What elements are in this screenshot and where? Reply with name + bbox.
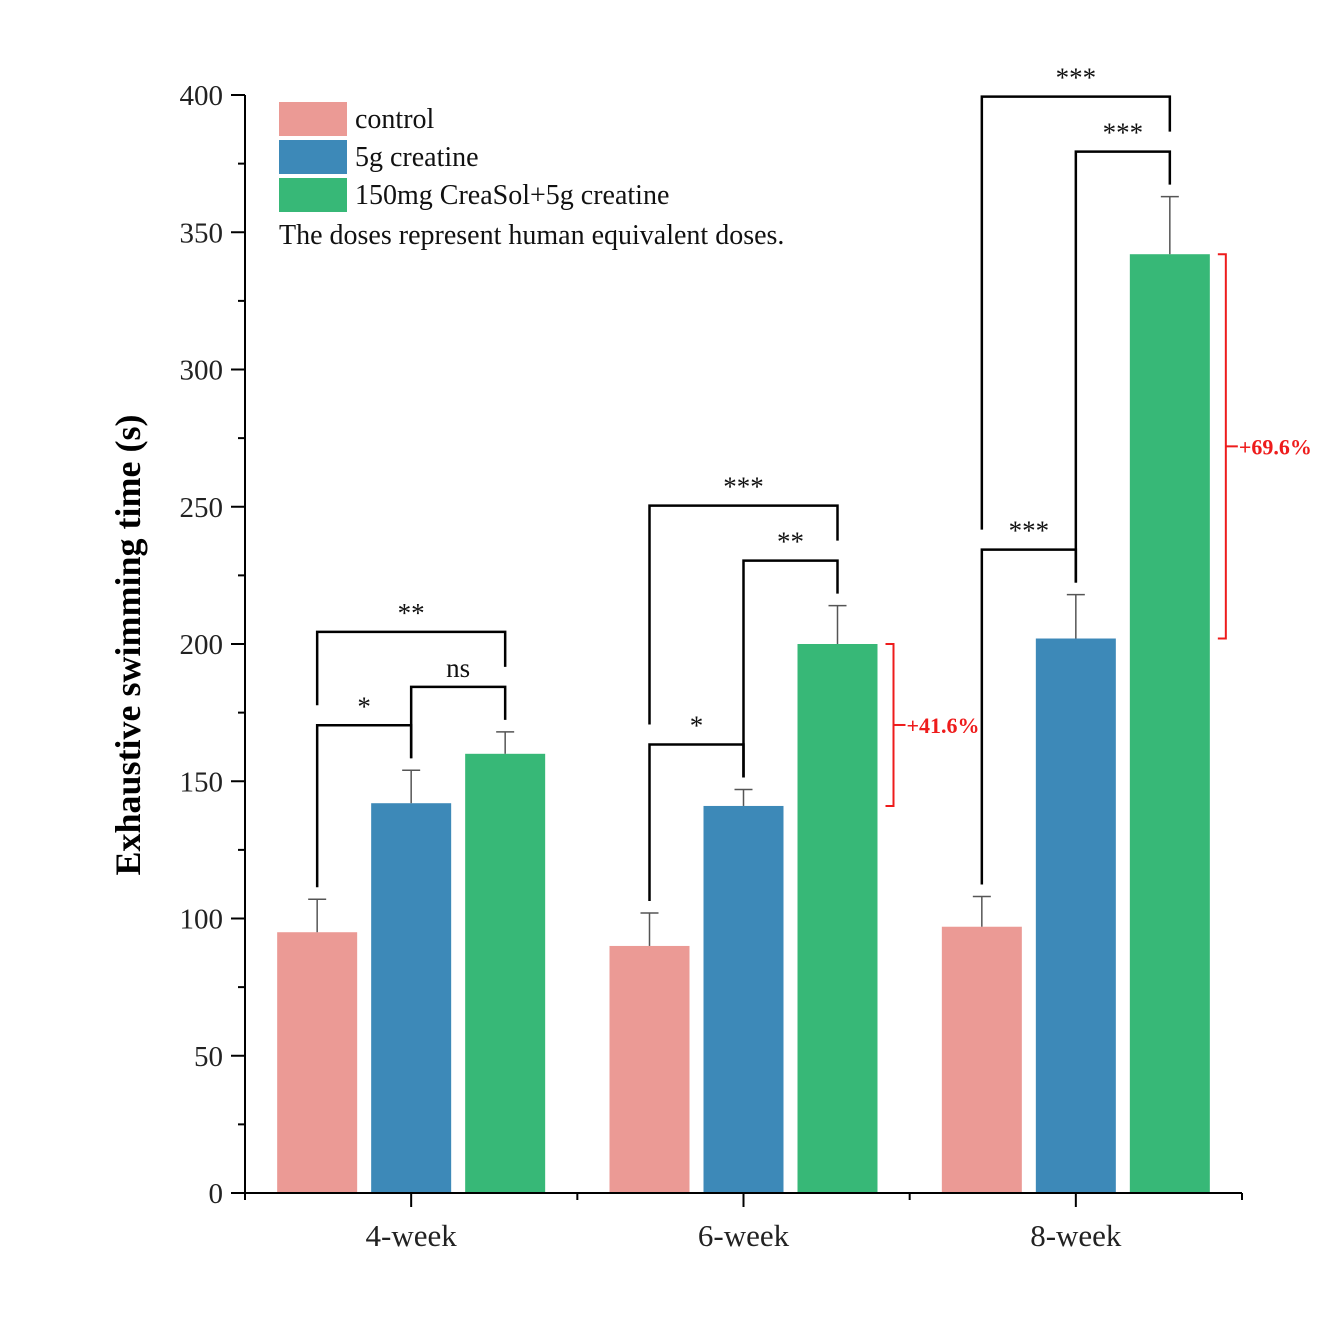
y-tick-label: 400 <box>180 80 224 112</box>
y-tick-label: 100 <box>180 904 224 936</box>
increase-bracket <box>1217 253 1227 640</box>
y-tick-label: 300 <box>180 355 224 387</box>
significance-label: *** <box>1056 63 1097 93</box>
significance-bracket <box>648 504 839 725</box>
x-tick-label: 8-week <box>1030 1218 1122 1253</box>
bar-1-1 <box>277 932 358 1193</box>
y-tick-label: 0 <box>209 1178 224 1210</box>
axes: 0 50 100 150 200 250 300 350 400 4-week 6-week 8-we… <box>180 80 1243 1253</box>
significance-label: ** <box>777 527 804 557</box>
y-tick-label: 150 <box>180 766 224 798</box>
legend-label-1: control <box>355 104 435 135</box>
bar-3-1 <box>465 753 546 1193</box>
bar-1-3 <box>941 926 1022 1193</box>
significance-brackets: *ns***************** <box>315 63 1172 902</box>
significance-label: *** <box>1103 118 1144 148</box>
significance-label: ns <box>446 653 470 683</box>
significance-bracket <box>409 685 507 759</box>
dose-note: The doses represent human equivalent dos… <box>279 220 784 251</box>
significance-label: * <box>690 710 704 740</box>
significance-bracket <box>315 630 507 706</box>
increase-label: +41.6% <box>907 713 980 738</box>
legend-swatch-3 <box>279 178 347 212</box>
bar-2-2 <box>703 805 784 1193</box>
increase-bracket <box>885 643 895 807</box>
y-tick-label: 350 <box>180 217 224 249</box>
y-tick-label: 250 <box>180 492 224 524</box>
significance-label: *** <box>1009 516 1050 546</box>
bar-1-2 <box>609 945 690 1193</box>
legend-label-3: 150mg CreaSol+5g creatine <box>355 180 669 211</box>
y-tick-label: 200 <box>180 629 224 661</box>
legend: control 5g creatine 150mg CreaSol+5g creat… <box>279 102 669 212</box>
x-tick-label: 6-week <box>698 1218 790 1253</box>
increase-annotations: +41.6% +69.6% <box>885 253 1312 807</box>
y-tick-label: 50 <box>194 1041 223 1073</box>
x-tick-label: 4-week <box>366 1218 458 1253</box>
legend-swatch-2 <box>279 140 347 174</box>
increase-label: +69.6% <box>1239 434 1312 459</box>
legend-label-2: 5g creatine <box>355 142 479 173</box>
significance-label: *** <box>723 472 764 502</box>
bar-3-2 <box>797 644 878 1193</box>
bar-2-3 <box>1035 638 1116 1193</box>
significance-bracket <box>980 95 1172 530</box>
significance-label: * <box>357 691 371 721</box>
bar-3-3 <box>1129 254 1210 1193</box>
bars <box>277 195 1210 1193</box>
significance-label: ** <box>398 598 425 628</box>
significance-bracket <box>742 559 839 778</box>
bar-2-1 <box>371 803 452 1193</box>
significance-bracket <box>1074 150 1172 583</box>
y-axis-label: Exhaustive swimming time (s) <box>108 415 148 876</box>
legend-swatch-1 <box>279 102 347 136</box>
